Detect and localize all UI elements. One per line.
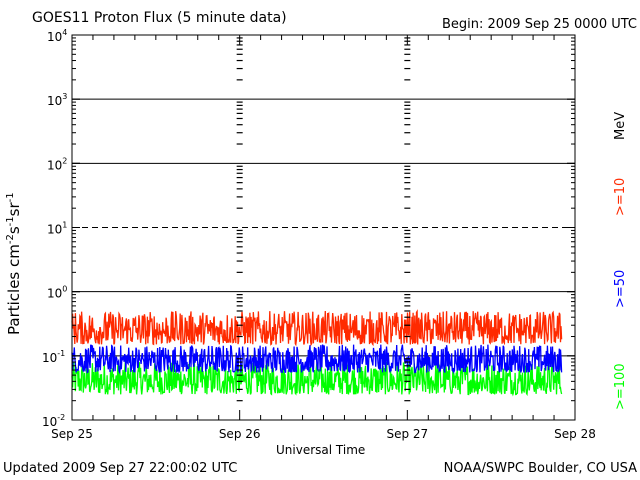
x-axis-title: Universal Time <box>276 443 366 457</box>
x-tick-label: Sep 26 <box>219 427 261 441</box>
y-tick-label: 102 <box>47 156 67 172</box>
tick-layer <box>71 34 576 421</box>
x-tick-label: Sep 28 <box>554 427 596 441</box>
chart-title: GOES11 Proton Flux (5 minute data) <box>32 10 287 26</box>
label-layer: Sep 25 Sep 26 Sep 27 Sep 28 104 103 102 101 100 1… <box>5 28 628 441</box>
series-label-100: >=100 <box>613 363 628 410</box>
y-tick-label: 101 <box>47 221 67 237</box>
y-tick-label: 10-2 <box>42 413 65 429</box>
series-label-10: >=10 <box>613 178 628 216</box>
series-label-50: >=50 <box>613 270 628 308</box>
credit-label: NOAA/SWPC Boulder, CO USA <box>443 461 637 476</box>
series-line <box>71 309 563 347</box>
y-tick-label: 103 <box>47 92 67 108</box>
y-tick-label: 104 <box>47 28 67 44</box>
x-tick-label: Sep 27 <box>386 427 428 441</box>
unit-label: MeV <box>613 112 628 140</box>
y-axis-title: Particles cm-2s-1sr-1 <box>5 192 23 335</box>
begin-label: Begin: 2009 Sep 25 0000 UTC <box>441 17 637 32</box>
updated-label: Updated 2009 Sep 27 22:00:02 UTC <box>3 461 238 476</box>
y-tick-label: 10-1 <box>42 349 65 365</box>
series-line <box>71 344 563 375</box>
series-layer <box>71 309 563 397</box>
x-tick-label: Sep 25 <box>51 427 93 441</box>
y-tick-label: 100 <box>47 285 67 301</box>
